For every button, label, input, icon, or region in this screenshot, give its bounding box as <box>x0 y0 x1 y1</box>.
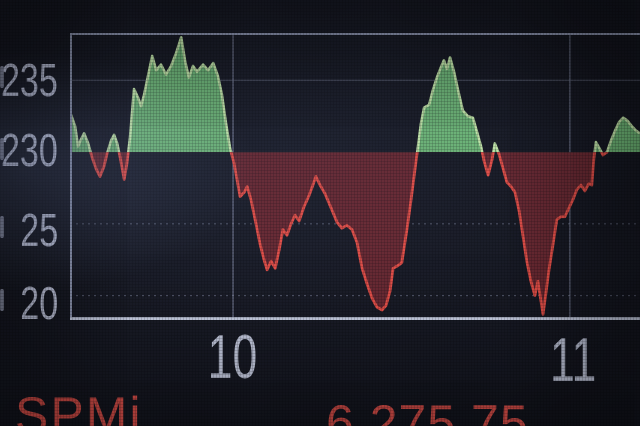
y-axis-label-220: 20 <box>20 277 58 329</box>
price-chart-plot-area <box>68 33 640 320</box>
y-axis-label-225: 25 <box>20 204 58 256</box>
y-axis-label-230: 230 <box>1 124 58 176</box>
x-axis-label-10: 10 <box>207 323 257 392</box>
y-axis-label-235: 235 <box>1 54 58 106</box>
cropped-digit-fragment <box>0 216 4 238</box>
price-area-chart <box>68 33 640 320</box>
cropped-digit-fragment <box>0 66 4 88</box>
cropped-digit-fragment <box>0 138 4 160</box>
cropped-digit-fragment <box>0 289 4 311</box>
x-axis-label-11: 11 <box>549 326 597 395</box>
ticker-last-price: 6,275.75 <box>326 395 529 426</box>
ticker-symbol: SPMi <box>15 387 143 426</box>
